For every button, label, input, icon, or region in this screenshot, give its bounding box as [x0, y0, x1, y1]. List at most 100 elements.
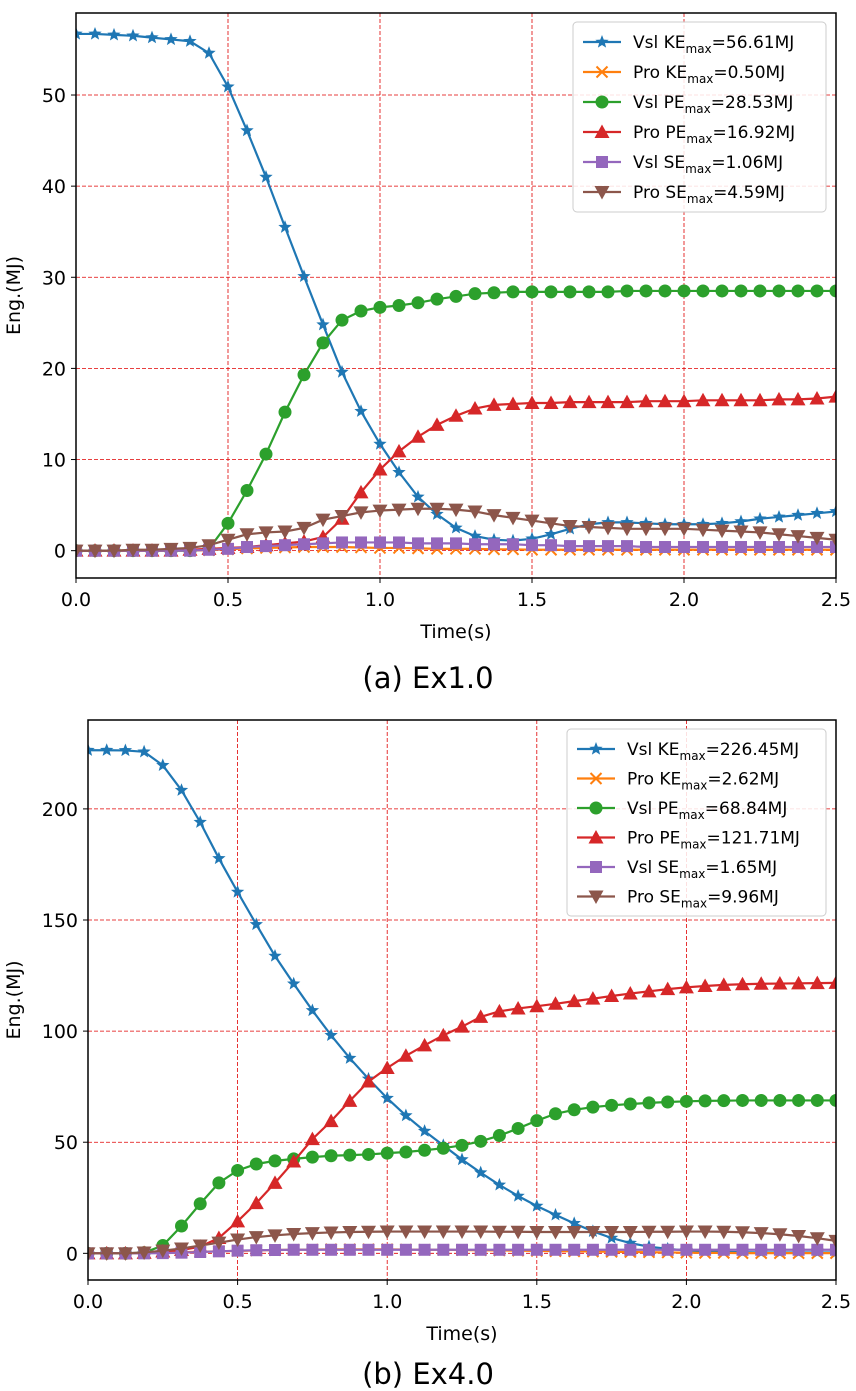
data-point: [697, 1225, 713, 1240]
data-point: [342, 1093, 358, 1107]
y-axis-label: Eng.(MJ): [3, 256, 25, 335]
data-point: [118, 743, 133, 757]
data-point: [619, 522, 635, 537]
data-point: [601, 285, 615, 299]
legend-item: Vsl SEmax=1.65MJ: [577, 858, 777, 881]
chart-ex1: 0.0 0.5 1.0 1.5 2.0 2.5 0 10 20 30 40 50 Time(s) Eng.…: [3, 12, 851, 643]
data-point: [582, 285, 596, 299]
data-point: [512, 1243, 525, 1256]
legend: Vsl KEmax=226.45MJ Pro KEmax=2.62MJ Vsl PE…: [566, 728, 827, 917]
data-point: [695, 523, 711, 538]
data-point: [323, 1226, 339, 1240]
data-point: [430, 292, 444, 306]
data-point: [638, 522, 654, 537]
data-point: [163, 542, 179, 557]
data-point: [454, 1225, 470, 1240]
data-point: [220, 533, 236, 548]
legend-label: Pro SEmax=9.96MJ: [627, 888, 779, 911]
data-point: [76, 544, 84, 559]
data-point: [248, 1231, 264, 1245]
legend-marker: [589, 742, 603, 755]
data-point: [602, 540, 614, 553]
data-point: [792, 1243, 805, 1256]
data-point: [586, 1100, 600, 1114]
data-point: [543, 517, 559, 531]
data-point: [418, 1143, 432, 1157]
data-point: [305, 1150, 319, 1164]
x-tick-label: 1.0: [365, 589, 395, 611]
x-axis-label: Time(s): [419, 621, 491, 643]
data-point: [202, 46, 216, 59]
data-point: [548, 1226, 563, 1240]
data-point: [809, 975, 825, 990]
data-point: [530, 1114, 544, 1128]
x-tick-label: 2.5: [821, 1291, 851, 1313]
data-point: [315, 513, 331, 528]
data-point: [639, 516, 653, 529]
data-point: [791, 284, 805, 298]
data-point: [334, 510, 350, 524]
data-point: [493, 1243, 506, 1256]
data-point: [240, 123, 254, 137]
data-point: [221, 79, 235, 93]
series-pro-se: [88, 1225, 836, 1261]
data-point: [231, 1244, 244, 1257]
data-point: [828, 389, 836, 403]
data-point: [772, 976, 788, 990]
data-point: [298, 538, 310, 551]
data-point: [137, 744, 151, 758]
data-point: [524, 514, 540, 529]
data-point: [736, 1093, 749, 1107]
y-tick-label: 150: [42, 910, 78, 932]
data-point: [258, 526, 274, 540]
legend-label: Pro PEmax=121.71MJ: [627, 829, 800, 852]
data-point: [174, 783, 189, 796]
data-point: [269, 1244, 281, 1256]
data-point: [468, 529, 482, 542]
data-point: [164, 32, 178, 46]
data-point: [361, 1074, 376, 1088]
data-point: [455, 1138, 469, 1152]
data-point: [155, 1244, 171, 1259]
data-point: [548, 996, 563, 1010]
data-point: [753, 511, 767, 525]
data-point: [437, 1243, 450, 1256]
data-point: [488, 538, 500, 551]
data-point: [450, 537, 462, 550]
data-point: [343, 1243, 356, 1256]
data-point: [100, 743, 114, 756]
data-point: [657, 522, 673, 537]
data-point: [717, 1094, 731, 1108]
data-point: [562, 520, 578, 534]
y-tick-label: 20: [42, 358, 66, 380]
data-point: [510, 1000, 526, 1015]
data-point: [639, 284, 653, 298]
data-point: [604, 1226, 620, 1240]
data-point: [145, 30, 159, 44]
data-point: [221, 516, 235, 530]
legend-marker: [595, 65, 609, 79]
data-point: [418, 1243, 431, 1256]
data-point: [792, 541, 804, 554]
data-point: [771, 391, 787, 406]
legend-label: Pro SEmax=4.59MJ: [633, 183, 785, 206]
data-point: [828, 1234, 836, 1249]
data-point: [581, 520, 597, 535]
legend-box: [566, 728, 827, 917]
data-point: [325, 1243, 338, 1256]
data-point: [212, 1176, 226, 1190]
data-point: [790, 530, 806, 544]
data-point: [99, 1247, 115, 1261]
data-point: [76, 26, 83, 40]
legend-marker: [594, 186, 610, 200]
data-point: [525, 285, 539, 299]
data-point: [323, 1113, 339, 1128]
data-point: [474, 1165, 488, 1179]
data-point: [183, 34, 197, 47]
x-tick-label: 1.0: [372, 1291, 402, 1313]
data-point: [830, 541, 836, 554]
data-point: [417, 1037, 433, 1052]
data-point: [429, 417, 445, 431]
data-point: [239, 528, 255, 542]
data-point: [828, 975, 836, 989]
